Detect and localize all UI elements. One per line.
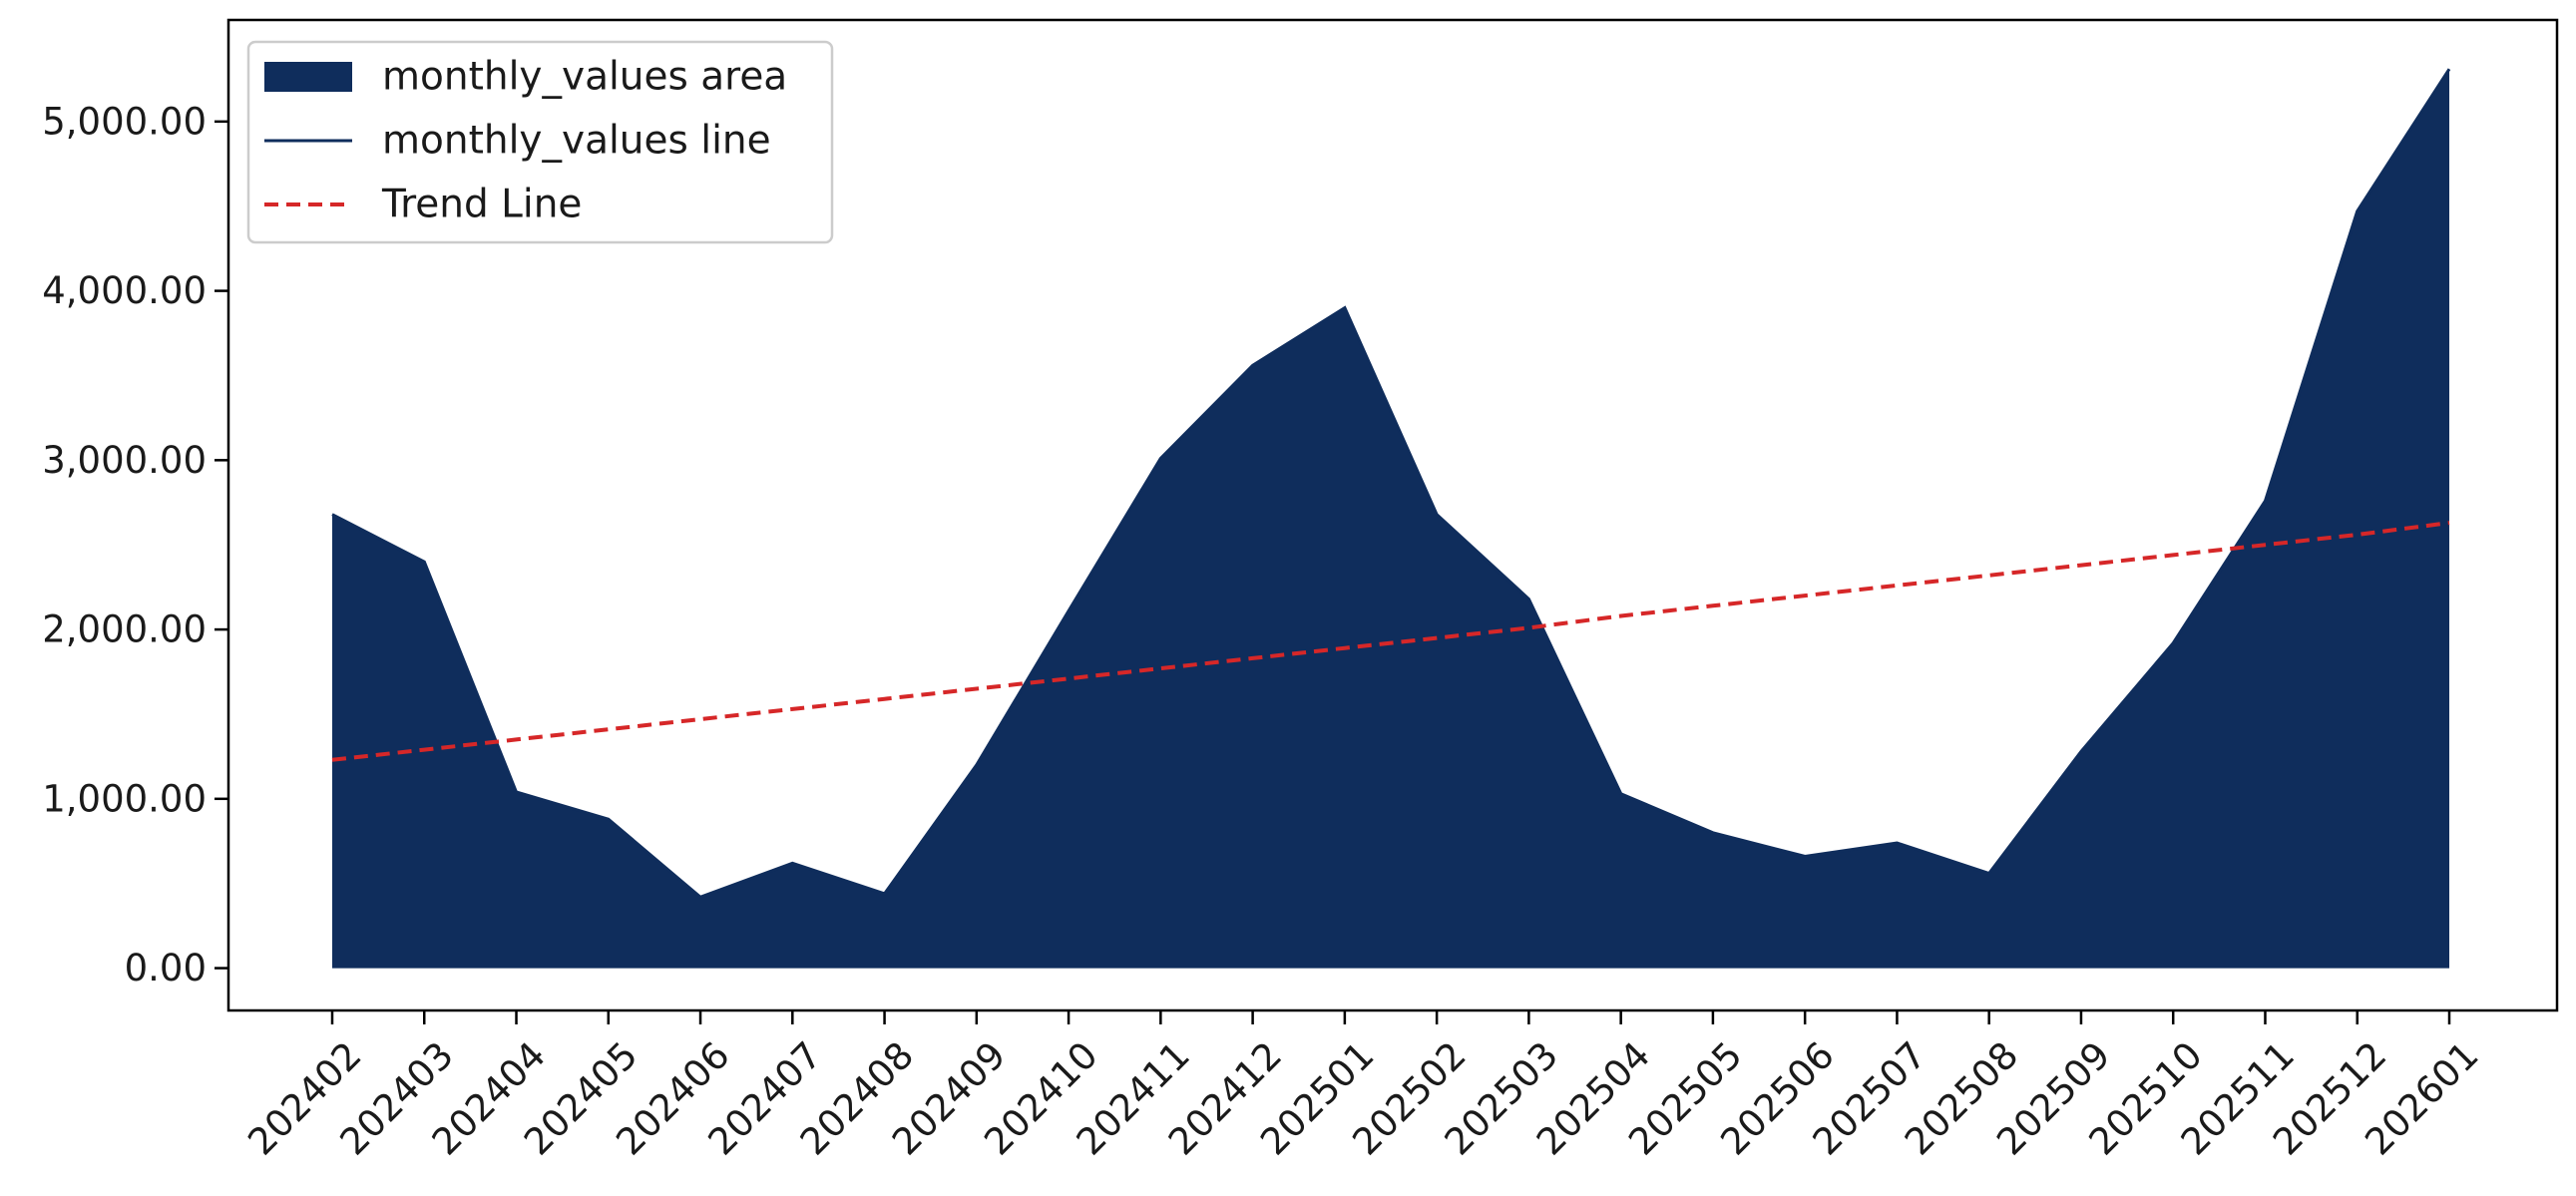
legend: monthly_values area monthly_values line Tr… bbox=[246, 40, 834, 244]
y-tick-label: 2,000.00 bbox=[42, 608, 207, 651]
legend-swatch-area bbox=[264, 62, 352, 92]
series-line-monthly-values bbox=[331, 68, 2451, 900]
y-tick-label: 1,000.00 bbox=[42, 777, 207, 820]
axes-frame bbox=[226, 18, 2559, 1012]
legend-label: monthly_values line bbox=[382, 119, 771, 164]
y-tick-label: 3,000.00 bbox=[42, 439, 207, 482]
y-tick-label: 5,000.00 bbox=[42, 100, 207, 143]
legend-label: Trend Line bbox=[381, 183, 582, 227]
y-tick-label: 4,000.00 bbox=[42, 269, 207, 312]
legend-label: monthly_values area bbox=[382, 55, 787, 100]
y-tick-label: 0.00 bbox=[125, 947, 207, 990]
series-area-monthly-values bbox=[332, 69, 2449, 969]
plot-area bbox=[331, 68, 2451, 969]
series-line-trend bbox=[331, 521, 2450, 762]
legend-box bbox=[246, 40, 834, 244]
y-axis: 0.00 1,000.00 2,000.00 3,000.00 4,000.00 5,00… bbox=[42, 100, 228, 990]
